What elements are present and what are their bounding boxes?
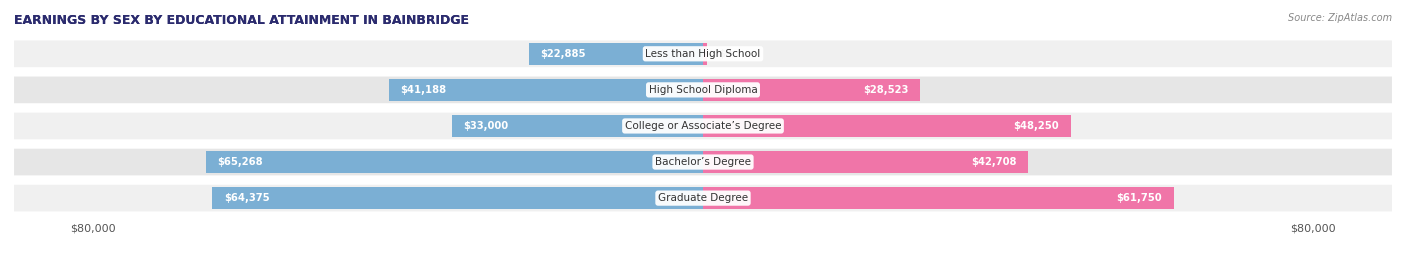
- Bar: [451, 115, 703, 137]
- Bar: [703, 151, 1028, 173]
- Text: Graduate Degree: Graduate Degree: [658, 193, 748, 203]
- Text: $33,000: $33,000: [463, 121, 508, 131]
- Text: $0: $0: [718, 49, 733, 59]
- Text: High School Diploma: High School Diploma: [648, 85, 758, 95]
- Text: Bachelor’s Degree: Bachelor’s Degree: [655, 157, 751, 167]
- FancyBboxPatch shape: [14, 185, 1392, 211]
- Text: $28,523: $28,523: [863, 85, 908, 95]
- Text: $48,250: $48,250: [1014, 121, 1059, 131]
- Text: $22,885: $22,885: [540, 49, 585, 59]
- Text: Less than High School: Less than High School: [645, 49, 761, 59]
- Text: $65,268: $65,268: [217, 157, 263, 167]
- Text: EARNINGS BY SEX BY EDUCATIONAL ATTAINMENT IN BAINBRIDGE: EARNINGS BY SEX BY EDUCATIONAL ATTAINMEN…: [14, 14, 470, 27]
- Text: College or Associate’s Degree: College or Associate’s Degree: [624, 121, 782, 131]
- Text: EARNINGS BY SEX BY EDUCATIONAL ATTAINMENT IN BAINBRIDGE: EARNINGS BY SEX BY EDUCATIONAL ATTAINMEN…: [14, 14, 470, 27]
- Bar: [212, 187, 703, 209]
- Bar: [703, 115, 1071, 137]
- FancyBboxPatch shape: [14, 77, 1392, 103]
- Bar: [205, 151, 703, 173]
- Bar: [703, 79, 921, 101]
- Bar: [703, 187, 1174, 209]
- FancyBboxPatch shape: [14, 113, 1392, 139]
- Bar: [703, 43, 707, 65]
- Bar: [389, 79, 703, 101]
- Text: $64,375: $64,375: [224, 193, 270, 203]
- Text: Source: ZipAtlas.com: Source: ZipAtlas.com: [1288, 13, 1392, 23]
- FancyBboxPatch shape: [14, 40, 1392, 67]
- Bar: [529, 43, 703, 65]
- Text: $61,750: $61,750: [1116, 193, 1163, 203]
- Text: $41,188: $41,188: [401, 85, 447, 95]
- Text: $42,708: $42,708: [972, 157, 1017, 167]
- FancyBboxPatch shape: [14, 149, 1392, 175]
